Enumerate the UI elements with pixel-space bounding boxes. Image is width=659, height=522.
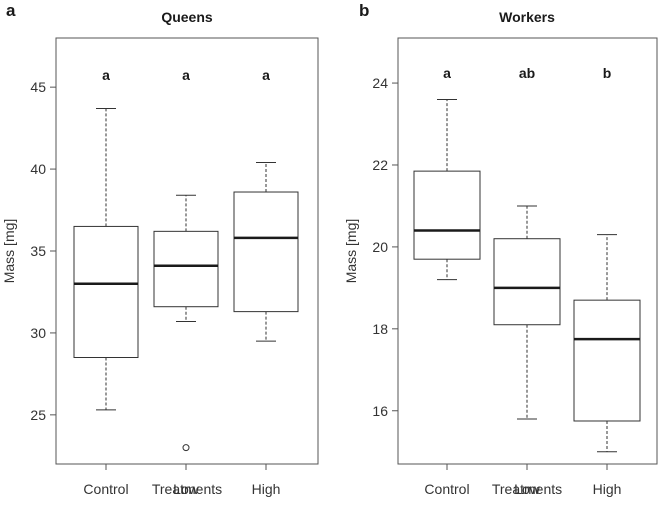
x-tick-label: High xyxy=(593,481,622,497)
significance-label: a xyxy=(102,67,110,83)
y-tick-label: 35 xyxy=(30,243,46,259)
outlier-point xyxy=(182,444,190,452)
box-iqr xyxy=(413,170,481,260)
x-tick-label: Low xyxy=(173,481,200,497)
panel-workers: b Workers 16 18 20 22 24 a ab b Control Low High… xyxy=(343,1,658,497)
significance-label: a xyxy=(182,67,190,83)
boxplots: a ab b xyxy=(413,65,641,453)
panel-letter: a xyxy=(6,1,16,20)
significance-label: a xyxy=(443,65,451,81)
box-iqr xyxy=(153,230,219,308)
significance-label: ab xyxy=(519,65,535,81)
box-iqr xyxy=(573,299,641,422)
chart-title: Queens xyxy=(161,9,213,25)
y-tick-label: 16 xyxy=(372,403,388,419)
y-tick-label: 40 xyxy=(30,161,46,177)
panel-letter: b xyxy=(359,1,369,20)
x-tick-label: Low xyxy=(514,481,541,497)
y-tick-label: 24 xyxy=(372,75,388,91)
panel-queens: a Queens 25 30 35 40 45 a a a Control Low High T… xyxy=(1,1,319,497)
y-tick-label: 20 xyxy=(372,239,388,255)
x-tick-label: High xyxy=(252,481,281,497)
significance-label: b xyxy=(603,65,612,81)
y-axis-title: Mass [mg] xyxy=(1,219,17,284)
y-tick-label: 22 xyxy=(372,157,388,173)
y-tick-label: 30 xyxy=(30,325,46,341)
x-axis: Control Low High xyxy=(424,464,621,497)
x-tick-label: Control xyxy=(424,481,469,497)
chart-title: Workers xyxy=(499,9,555,25)
y-tick-label: 25 xyxy=(30,407,46,423)
x-axis-title: Treatments xyxy=(152,481,222,497)
x-axis: Control Low High xyxy=(83,464,280,497)
x-axis-title: Treatments xyxy=(492,481,562,497)
significance-label: a xyxy=(262,67,270,83)
box-iqr xyxy=(73,225,139,358)
y-axis-title: Mass [mg] xyxy=(343,219,359,284)
box-iqr xyxy=(493,238,561,326)
y-axis: 25 30 35 40 45 xyxy=(30,79,56,423)
y-tick-label: 45 xyxy=(30,79,46,95)
x-tick-label: Control xyxy=(83,481,128,497)
y-tick-label: 18 xyxy=(372,321,388,337)
box-iqr xyxy=(233,191,299,313)
y-axis: 16 18 20 22 24 xyxy=(372,75,398,419)
